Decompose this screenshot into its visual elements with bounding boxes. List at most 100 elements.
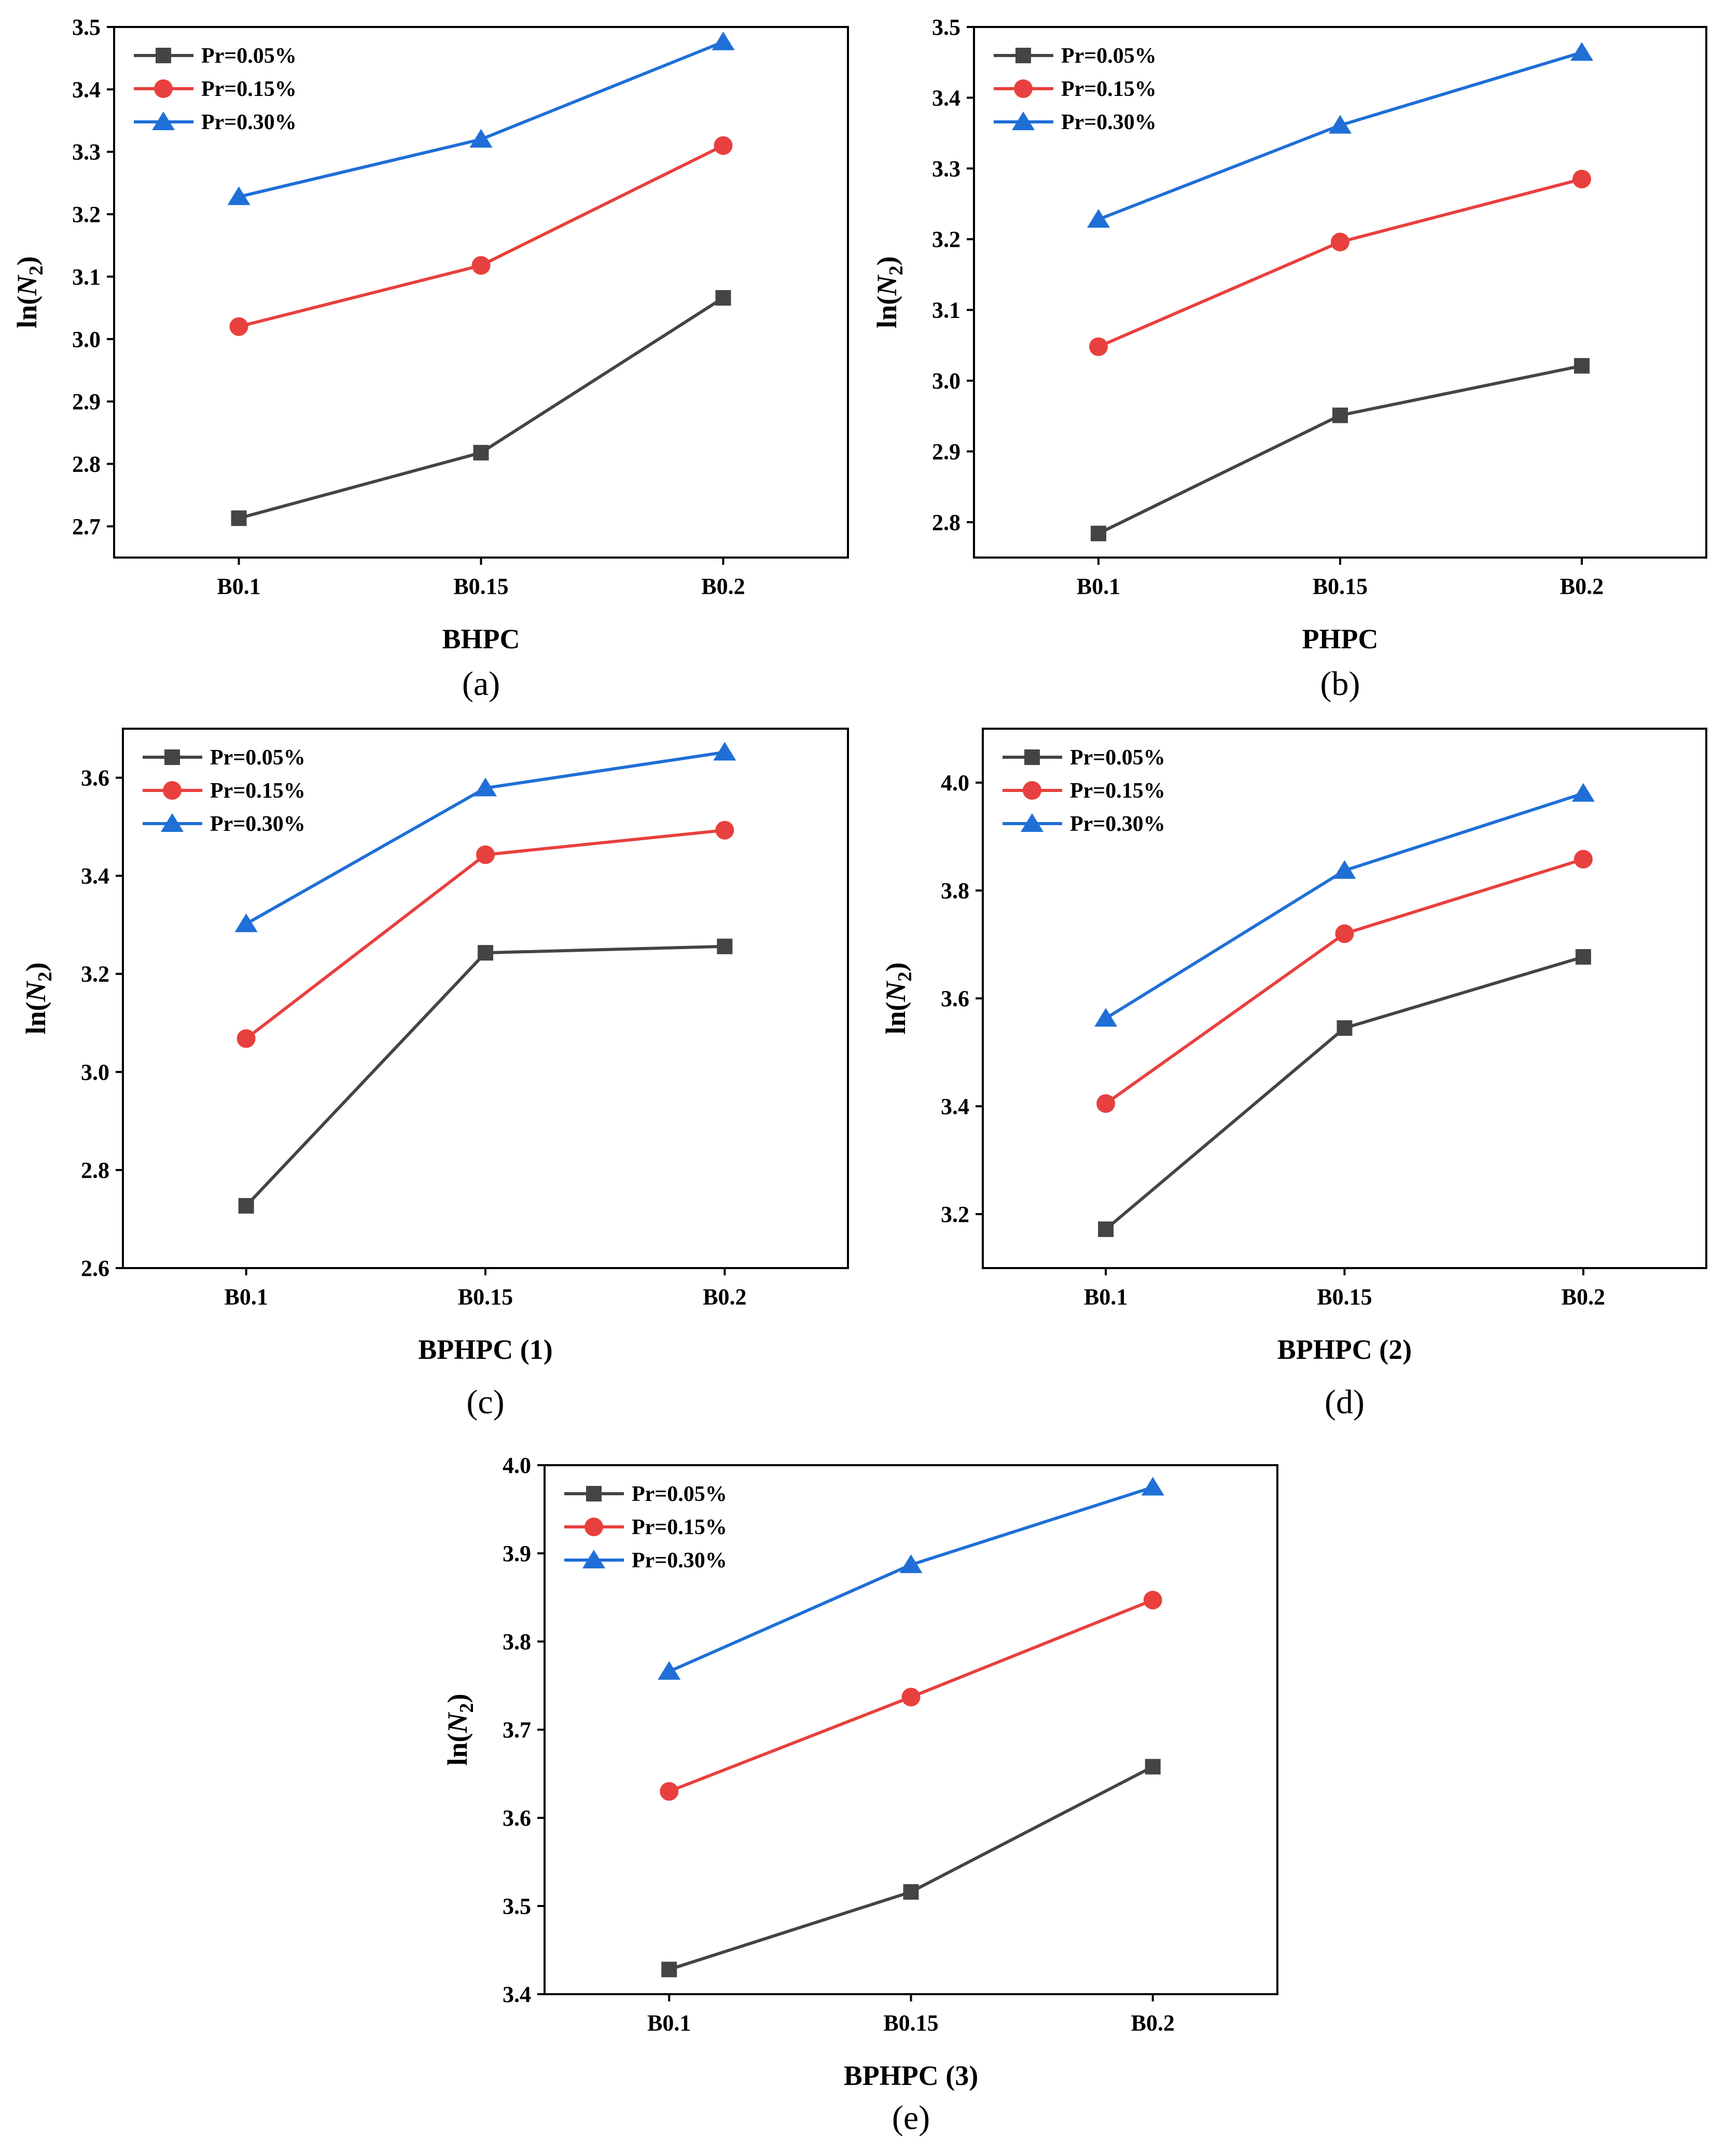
- data-point: [1571, 783, 1595, 802]
- series-circle: [236, 820, 734, 1048]
- data-point: [234, 913, 258, 933]
- legend-marker: [582, 1550, 605, 1568]
- legend-label: Pr=0.05%: [1070, 746, 1165, 770]
- legend-label: Pr=0.30%: [210, 812, 305, 836]
- series-triangle: [658, 1477, 1164, 1680]
- x-tick-label: B0.1: [647, 2010, 691, 2036]
- y-tick-label: 3.6: [81, 766, 109, 791]
- data-point: [712, 31, 735, 50]
- data-point: [1574, 850, 1593, 869]
- data-point: [469, 129, 493, 148]
- legend-label: Pr=0.15%: [632, 1515, 727, 1539]
- data-point: [473, 444, 489, 461]
- x-axis-title: BPHPC (2): [1277, 1334, 1412, 1365]
- data-point: [1329, 115, 1352, 134]
- data-point: [1335, 924, 1354, 943]
- x-tick-label: B0.15: [458, 1284, 513, 1310]
- series-triangle: [234, 742, 736, 933]
- y-tick-label: 3.1: [932, 298, 961, 323]
- x-tick-label: B0.2: [703, 1284, 746, 1310]
- data-point: [238, 1198, 254, 1214]
- y-tick-label: 3.4: [941, 1094, 969, 1119]
- legend-marker: [1015, 48, 1031, 63]
- x-tick-label: B0.15: [1317, 1284, 1372, 1310]
- chart-panel-a: 2.7 2.8 2.9 3.0 3.1 3.2 3.3 3.4 3.5 B0.1 B0.15 B0.2…: [11, 15, 849, 703]
- y-tick-label: 2.7: [72, 514, 101, 539]
- series-circle: [660, 1591, 1162, 1801]
- data-point: [1096, 1094, 1116, 1113]
- data-point: [1332, 407, 1348, 423]
- panel-label: (d): [1325, 1383, 1365, 1421]
- legend-label: Pr=0.15%: [210, 779, 305, 803]
- legend-marker: [156, 48, 171, 63]
- data-point: [478, 945, 493, 961]
- legend-label: Pr=0.05%: [210, 746, 305, 770]
- y-tick-label: 2.8: [81, 1158, 109, 1183]
- y-tick-label: 4.0: [503, 1453, 531, 1478]
- data-point: [1331, 232, 1349, 252]
- legend-marker: [1012, 112, 1035, 130]
- data-point: [1333, 860, 1356, 879]
- legend-label: Pr=0.30%: [1061, 110, 1157, 134]
- series-square: [1098, 949, 1591, 1237]
- y-tick-label: 3.4: [81, 864, 109, 889]
- legend-label: Pr=0.15%: [1061, 77, 1157, 101]
- chart-panel-d: 3.2 3.4 3.6 3.8 4.0 B0.1 B0.15 B0.2 BPHPC (2) ln(…: [880, 728, 1707, 1421]
- x-tick-label: B0.1: [1084, 1284, 1128, 1310]
- chart-panel-b: 2.8 2.9 3.0 3.1 3.2 3.3 3.4 3.5 B0.1 B0.15 B0.2 PHP…: [871, 15, 1707, 703]
- panel-label: (b): [1320, 665, 1360, 703]
- x-tick-label: B0.1: [224, 1284, 268, 1310]
- series-square: [1091, 358, 1590, 541]
- legend-label: Pr=0.05%: [201, 44, 297, 68]
- x-tick-label: B0.2: [1560, 574, 1604, 599]
- series-circle: [229, 136, 733, 336]
- data-point: [1570, 42, 1593, 61]
- x-tick-label: B0.1: [1077, 574, 1120, 599]
- y-tick-label: 2.8: [932, 510, 961, 535]
- y-tick-label: 3.5: [932, 15, 961, 40]
- series-square: [661, 1759, 1161, 1978]
- y-tick-label: 3.3: [932, 156, 961, 182]
- data-point: [1089, 337, 1108, 356]
- x-tick-label: B0.15: [883, 2010, 938, 2036]
- y-tick-label: 3.7: [503, 1717, 531, 1743]
- x-axis-title: PHPC: [1302, 623, 1379, 655]
- data-point: [231, 510, 247, 526]
- x-axis-title: BHPC: [442, 623, 520, 655]
- data-point: [1098, 1221, 1114, 1237]
- y-tick-label: 3.8: [503, 1629, 531, 1654]
- x-tick-label: B0.15: [1313, 574, 1368, 599]
- y-tick-label: 3.0: [72, 327, 101, 352]
- x-tick-label: B0.15: [453, 574, 508, 599]
- panel-label: (c): [466, 1383, 504, 1421]
- data-point: [476, 845, 495, 864]
- legend-marker: [1014, 79, 1033, 98]
- legend-label: Pr=0.05%: [1061, 44, 1157, 68]
- legend-marker: [1023, 781, 1041, 800]
- data-point: [1091, 525, 1107, 541]
- data-point: [227, 186, 250, 205]
- legend-label: Pr=0.30%: [632, 1549, 727, 1573]
- series-circle: [1096, 850, 1593, 1113]
- data-point: [717, 938, 733, 954]
- series-square: [238, 938, 733, 1214]
- legend-label: Pr=0.05%: [632, 1482, 727, 1506]
- legend-label: Pr=0.15%: [201, 77, 297, 101]
- data-point: [899, 1554, 923, 1574]
- x-tick-label: B0.2: [1562, 1284, 1605, 1310]
- legend: Pr=0.05% Pr=0.15% Pr=0.30%: [143, 746, 305, 836]
- y-tick-label: 4.0: [941, 770, 969, 796]
- data-point: [1572, 170, 1591, 189]
- legend-marker: [586, 1486, 602, 1501]
- data-point: [901, 1688, 921, 1707]
- y-tick-label: 3.4: [72, 77, 101, 102]
- y-tick-label: 3.6: [503, 1805, 531, 1831]
- y-tick-label: 3.4: [932, 85, 961, 110]
- series-circle: [1089, 170, 1591, 356]
- y-axis-title: ln(N2): [880, 962, 916, 1034]
- x-axis-title: BPHPC (1): [418, 1334, 552, 1365]
- y-tick-label: 3.2: [932, 227, 961, 252]
- y-tick-label: 2.8: [72, 451, 101, 477]
